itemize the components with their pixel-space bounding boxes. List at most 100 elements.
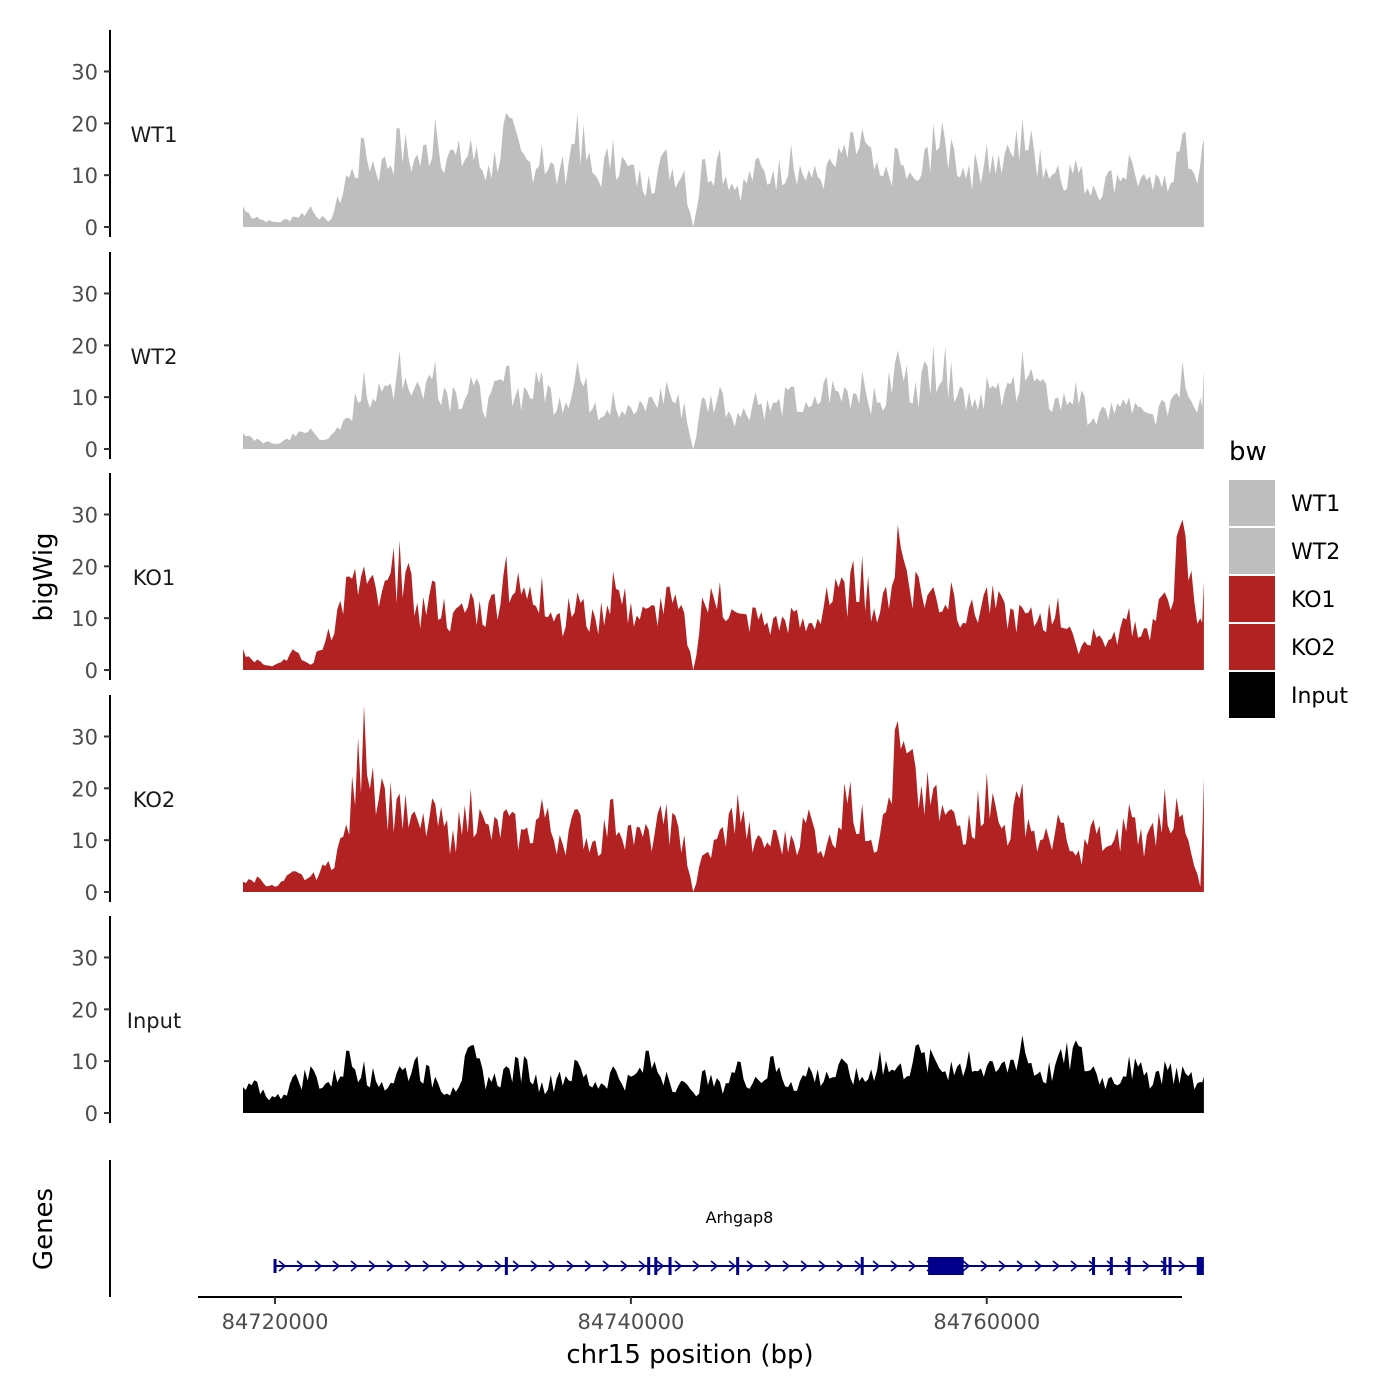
strand-arrow	[746, 1260, 755, 1272]
gene-exon	[1168, 1257, 1172, 1275]
strand-arrow	[1034, 1260, 1043, 1272]
strand-arrow	[296, 1260, 305, 1272]
strand-arrow	[1142, 1260, 1151, 1272]
panel-wt1: 0 10 20 30 WT1	[71, 30, 1204, 240]
strand-arrow	[512, 1260, 521, 1272]
y-tick-label: 10	[71, 1050, 98, 1074]
gene-track: Genes Arhgap8	[29, 1160, 1205, 1297]
bigwig-panels: 0 10 20 30 WT1 0 10 20 30 WT2 0 10 20 30 KO1 0 10 20 30 KO2…	[71, 30, 1204, 1126]
strand-arrow	[584, 1260, 593, 1272]
gene-exon	[654, 1257, 658, 1275]
legend-key-wt1	[1229, 480, 1275, 526]
panel-ko2: 0 10 20 30 KO2	[71, 695, 1204, 905]
track-label-wt2: WT2	[131, 345, 178, 369]
gene-exon	[1092, 1257, 1096, 1275]
track-label-ko2: KO2	[133, 788, 176, 812]
strand-arrow	[710, 1260, 719, 1272]
legend-label-ko2: KO2	[1291, 636, 1336, 661]
y-tick-label: 10	[71, 164, 98, 188]
legend-label-wt1: WT1	[1291, 492, 1340, 517]
coverage-area-ko1	[243, 519, 1204, 670]
strand-arrow	[782, 1260, 791, 1272]
x-tick-label: 84760000	[933, 1310, 1040, 1334]
legend-key-ko2	[1229, 624, 1275, 670]
legend-key-ko1	[1229, 576, 1275, 622]
strand-arrow	[620, 1260, 629, 1272]
gene-exon	[647, 1257, 651, 1275]
strand-arrow	[1124, 1260, 1133, 1272]
strand-arrow	[1052, 1260, 1061, 1272]
legend-key-wt2	[1229, 528, 1275, 574]
coverage-area-wt2	[243, 345, 1204, 449]
strand-arrow	[818, 1260, 827, 1272]
panel-input: 0 10 20 30 Input	[71, 916, 1204, 1126]
panel-wt2: 0 10 20 30 WT2	[71, 252, 1204, 462]
strand-arrow	[548, 1260, 557, 1272]
x-tick-label: 84740000	[577, 1310, 684, 1334]
strand-arrow	[1178, 1260, 1187, 1272]
x-axis: 84720000 84740000 84760000 chr15 position …	[198, 1296, 1182, 1370]
strand-arrow	[404, 1260, 413, 1272]
gene-exon	[736, 1257, 740, 1275]
gene-exon	[273, 1259, 277, 1273]
panel-ko1: 0 10 20 30 KO1	[71, 473, 1204, 683]
y-tick-label: 0	[85, 1102, 98, 1126]
strand-arrow	[440, 1260, 449, 1272]
strand-arrow	[458, 1260, 467, 1272]
strand-arrow	[602, 1260, 611, 1272]
strand-arrow	[800, 1260, 809, 1272]
y-tick-label: 30	[71, 282, 98, 306]
y-tick-label: 30	[71, 946, 98, 970]
strand-arrow	[836, 1260, 845, 1272]
strand-arrow	[530, 1260, 539, 1272]
strand-arrow	[566, 1260, 575, 1272]
gene-exon	[860, 1257, 864, 1275]
y-tick-label: 0	[85, 216, 98, 240]
strand-arrow	[890, 1260, 899, 1272]
strand-arrow	[278, 1260, 287, 1272]
strand-arrow	[314, 1260, 323, 1272]
strand-arrow	[1106, 1260, 1115, 1272]
coverage-area-input	[243, 1035, 1204, 1113]
track-label-input: Input	[127, 1009, 181, 1033]
x-tick-label: 84720000	[222, 1310, 329, 1334]
y-tick-label: 10	[71, 386, 98, 410]
gene-coding-exon	[1196, 1257, 1204, 1275]
strand-arrow	[908, 1260, 917, 1272]
gene-exon	[668, 1257, 672, 1275]
strand-arrow	[422, 1260, 431, 1272]
track-label-wt1: WT1	[131, 123, 178, 147]
x-ticks: 84720000 84740000 84760000	[222, 1297, 1040, 1334]
y-axis-label: bigWig	[29, 532, 59, 621]
strand-arrow	[638, 1260, 647, 1272]
gene-exon	[1109, 1257, 1113, 1275]
strand-arrow	[350, 1260, 359, 1272]
gene-model: Arhgap8	[273, 1208, 1205, 1275]
strand-arrow	[1160, 1260, 1169, 1272]
strand-arrow	[998, 1260, 1007, 1272]
coverage-area-ko2	[243, 705, 1204, 892]
y-tick-label: 30	[71, 725, 98, 749]
y-tick-label: 20	[71, 777, 98, 801]
y-tick-label: 10	[71, 829, 98, 853]
gene-name-label: Arhgap8	[706, 1208, 774, 1227]
strand-arrow	[692, 1260, 701, 1272]
y-tick-label: 20	[71, 555, 98, 579]
legend-label-ko1: KO1	[1291, 588, 1336, 613]
strand-arrow	[872, 1260, 881, 1272]
strand-arrow	[368, 1260, 377, 1272]
track-label-ko1: KO1	[133, 566, 176, 590]
x-axis-label: chr15 position (bp)	[566, 1340, 813, 1370]
legend-items: WT1 WT2 KO1 KO2 Input	[1229, 480, 1348, 718]
y-tick-label: 0	[85, 659, 98, 683]
strand-arrow	[764, 1260, 773, 1272]
gene-track-label: Genes	[29, 1188, 59, 1270]
strand-arrow	[728, 1260, 737, 1272]
y-tick-label: 20	[71, 334, 98, 358]
strand-arrow	[656, 1260, 665, 1272]
strand-arrow	[476, 1260, 485, 1272]
y-tick-label: 20	[71, 998, 98, 1022]
y-tick-label: 20	[71, 112, 98, 136]
strand-arrow	[980, 1260, 989, 1272]
y-tick-label: 0	[85, 881, 98, 905]
